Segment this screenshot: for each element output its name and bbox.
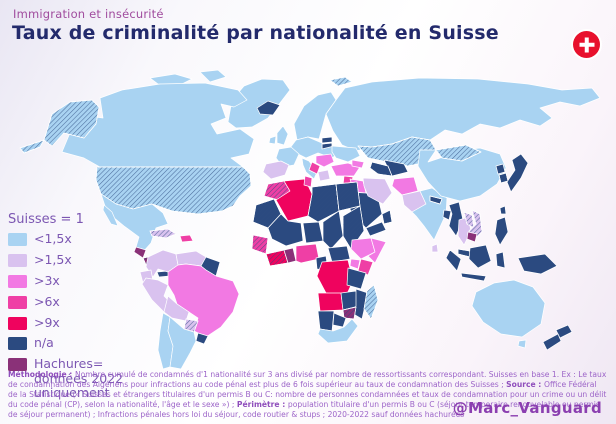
legend-label: <1,5x bbox=[34, 231, 72, 246]
region-caucasus bbox=[351, 159, 365, 169]
swiss-flag-icon bbox=[573, 31, 600, 58]
region-mozambique bbox=[351, 288, 369, 320]
region-brazil bbox=[167, 263, 240, 338]
legend-swatch-na bbox=[8, 337, 27, 351]
region-sumatra bbox=[445, 249, 462, 272]
region-balkans-west bbox=[308, 161, 321, 175]
region-borneo bbox=[468, 244, 492, 269]
region-egypt-hatch bbox=[335, 181, 361, 212]
region-south-africa bbox=[317, 318, 359, 344]
legend-swatch-gt6 bbox=[8, 295, 27, 309]
region-central-african-republic bbox=[327, 245, 351, 263]
legend-swatch-gt9 bbox=[8, 316, 27, 330]
region-ethiopia bbox=[350, 237, 376, 260]
region-mali bbox=[267, 213, 304, 247]
region-scandinavia bbox=[293, 91, 337, 141]
region-iberia bbox=[262, 160, 290, 180]
legend: Suisses = 1 <1,5x >1,5x >3x >6x >9x n/a … bbox=[8, 212, 160, 407]
region-greenland bbox=[227, 78, 291, 129]
region-hispaniola bbox=[179, 234, 194, 243]
region-taiwan bbox=[499, 205, 507, 215]
region-nigeria bbox=[295, 243, 320, 264]
region-java bbox=[460, 272, 487, 282]
region-south-korea-hatch bbox=[498, 172, 509, 184]
legend-swatch-hachures bbox=[8, 358, 27, 372]
region-turkmenistan-hatch bbox=[369, 161, 393, 177]
region-senegal-guinea-hatch bbox=[251, 234, 269, 255]
region-uk bbox=[276, 125, 289, 146]
region-sri-lanka bbox=[431, 243, 439, 253]
legend-item: >3x bbox=[8, 272, 160, 288]
region-greece bbox=[317, 169, 331, 182]
region-arctic-islands bbox=[149, 73, 193, 87]
region-tanzania bbox=[346, 267, 367, 290]
region-oman-hatch bbox=[381, 209, 393, 225]
legend-label: n/a bbox=[34, 335, 54, 351]
legend-label: >6x bbox=[34, 293, 60, 309]
region-namibia bbox=[317, 310, 335, 332]
region-australia bbox=[471, 279, 546, 338]
region-madagascar-hatch bbox=[363, 284, 379, 320]
kicker: Immigration et insécurité bbox=[13, 7, 164, 21]
region-japan bbox=[506, 153, 529, 193]
region-iceland bbox=[256, 100, 281, 116]
region-estonia bbox=[321, 136, 333, 144]
region-uruguay bbox=[195, 332, 209, 345]
region-alaska-hatch bbox=[43, 99, 100, 147]
region-new-guinea bbox=[517, 253, 558, 275]
legend-label: >9x bbox=[34, 314, 60, 330]
region-china bbox=[417, 147, 507, 202]
legend-label: Hachures= données 2022 uniquement bbox=[34, 356, 124, 400]
legend-item: >9x bbox=[8, 314, 160, 330]
region-mongolia-hatch bbox=[435, 144, 482, 162]
region-svalbard-hatch bbox=[329, 76, 353, 87]
region-argentina bbox=[167, 316, 197, 370]
region-north-korea bbox=[495, 163, 506, 175]
legend-item: n/a bbox=[8, 335, 160, 351]
region-nepal-hatch bbox=[429, 195, 443, 205]
region-kenya bbox=[357, 258, 374, 276]
methodology-text: Méthodologie : Nombre cumulé de condamné… bbox=[8, 369, 607, 419]
region-chad bbox=[322, 210, 344, 250]
region-sulawesi bbox=[495, 251, 506, 269]
region-russia bbox=[325, 77, 601, 152]
region-ireland bbox=[268, 135, 277, 145]
page-title: Taux de criminalité par nationalité en S… bbox=[12, 22, 499, 44]
legend-swatch-gt15 bbox=[8, 253, 27, 267]
region-niger bbox=[302, 221, 324, 244]
legend-item: Hachures= données 2022 uniquement bbox=[8, 357, 160, 400]
region-tasmania bbox=[517, 339, 527, 349]
region-venezuela bbox=[175, 250, 207, 267]
region-somalia bbox=[367, 237, 387, 264]
region-angola bbox=[317, 292, 344, 312]
legend-title: Suisses = 1 bbox=[8, 212, 84, 227]
legend-item: >6x bbox=[8, 293, 160, 309]
region-aleutians-hatch bbox=[19, 139, 45, 154]
region-nz-south bbox=[542, 333, 562, 351]
legend-label: >1,5x bbox=[34, 251, 72, 267]
legend-item: <1,5x bbox=[8, 231, 160, 246]
region-cuba-hatch bbox=[149, 228, 177, 239]
region-zimbabwe-hatch bbox=[342, 306, 357, 320]
region-yemen bbox=[365, 221, 387, 237]
region-ukraine bbox=[331, 145, 361, 163]
region-baja bbox=[102, 204, 119, 227]
legend-swatch-lt15 bbox=[8, 233, 27, 246]
region-cambodia bbox=[466, 231, 478, 243]
region-tunisia bbox=[303, 175, 313, 188]
legend-item: >1,5x bbox=[8, 251, 160, 267]
legend-swatch-gt3 bbox=[8, 274, 27, 288]
region-canada bbox=[61, 82, 255, 168]
region-balkans-east bbox=[315, 153, 335, 168]
author-handle: @Marc_Vanguard bbox=[452, 399, 602, 417]
region-bangladesh bbox=[442, 209, 452, 221]
legend-label: >3x bbox=[34, 272, 60, 288]
region-uganda bbox=[349, 258, 361, 270]
region-arctic-islands bbox=[199, 69, 227, 83]
region-philippines bbox=[494, 216, 509, 246]
region-iran bbox=[362, 177, 393, 205]
